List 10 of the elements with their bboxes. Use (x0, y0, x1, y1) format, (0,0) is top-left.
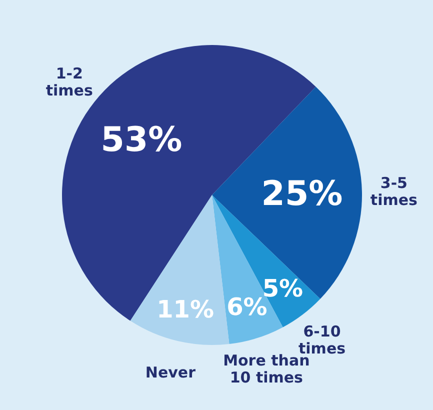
data-label: 53% (100, 120, 182, 160)
data-label: 11% (156, 295, 214, 324)
data-label: 5% (262, 274, 304, 303)
slice-label: 3-5 times (370, 174, 418, 209)
pie-slice (212, 86, 362, 299)
data-label: 25% (261, 174, 343, 214)
slice-label: 1-2 times (46, 64, 93, 100)
slice-label: 6-10 times (298, 322, 346, 358)
pie-slice (130, 195, 230, 345)
slice-label: Never (145, 363, 196, 382)
